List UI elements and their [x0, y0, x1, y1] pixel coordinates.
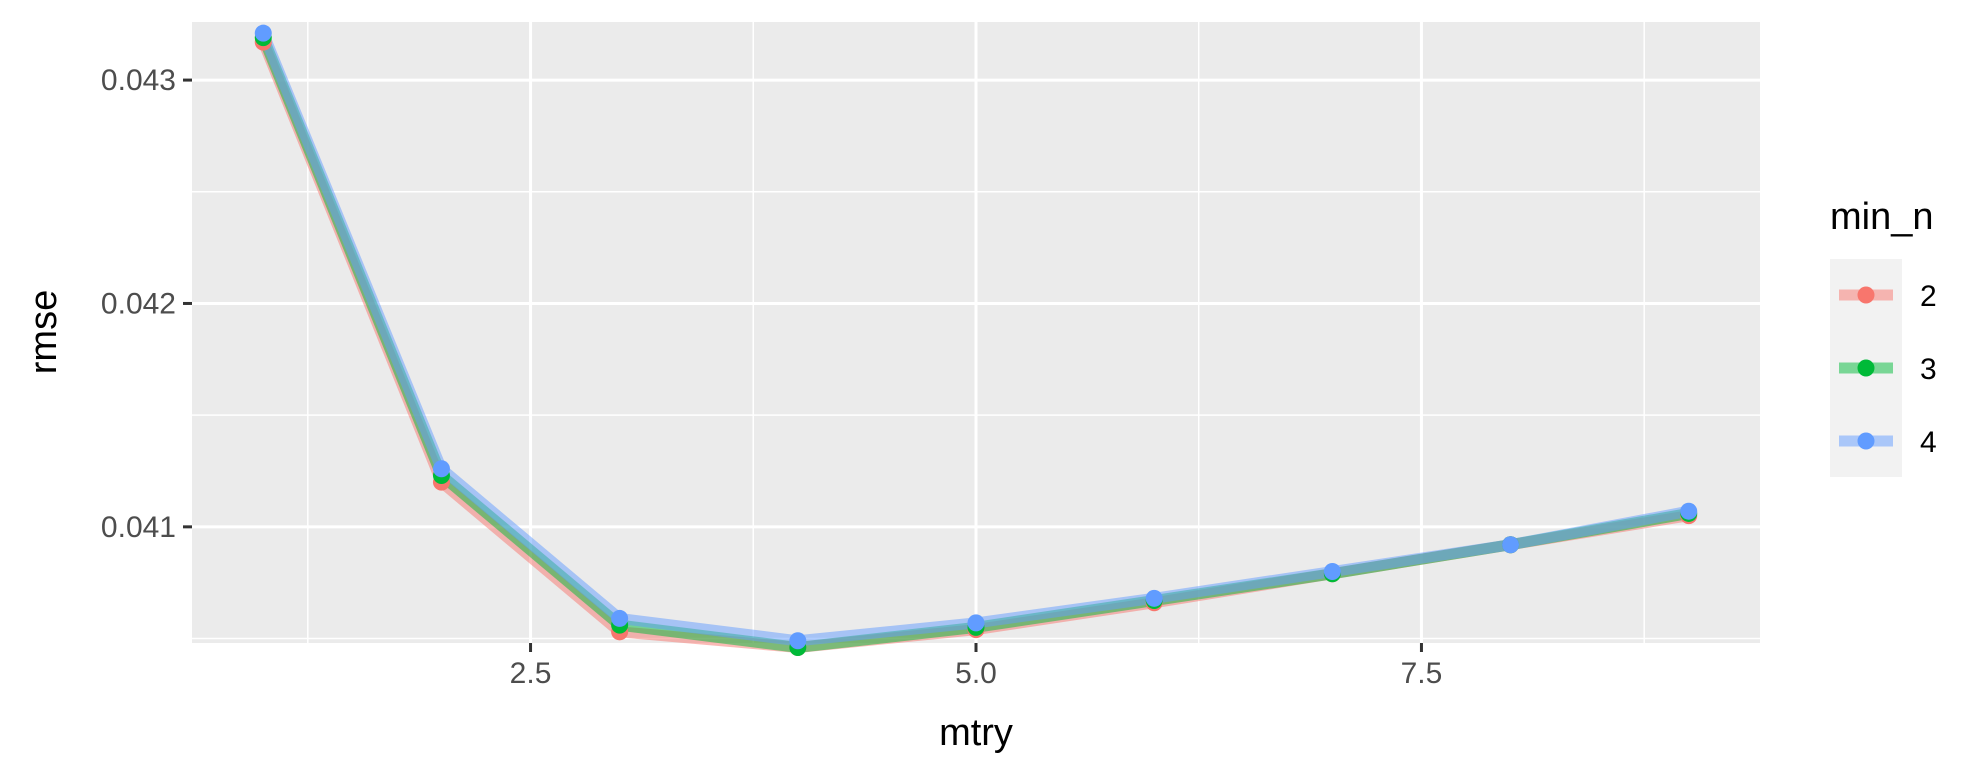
- legend-key-point-2: [1857, 286, 1875, 304]
- tick-labels: 2.5 5.0 7.5 0.041 0.042 0.043: [101, 64, 1442, 690]
- legend-items: 2 3 4: [1839, 280, 1937, 459]
- legend-label-4: 4: [1920, 426, 1937, 459]
- data-point-4: [1145, 589, 1163, 607]
- data-point-4: [432, 460, 450, 478]
- y-tick-label: 0.043: [101, 64, 176, 97]
- x-tick-label: 7.5: [1401, 657, 1443, 690]
- x-tick-label: 2.5: [510, 657, 552, 690]
- legend-key-point-3: [1857, 359, 1875, 377]
- y-axis-title: rmse: [23, 290, 65, 374]
- legend-title: min_n: [1830, 196, 1934, 238]
- legend: min_n 2 3 4: [1830, 196, 1937, 477]
- data-point-4: [789, 632, 807, 650]
- axis-ticks: [183, 78, 1423, 652]
- data-point-4: [254, 24, 272, 42]
- series-layer: [254, 24, 1698, 656]
- data-point-4: [967, 614, 985, 632]
- legend-label-2: 2: [1920, 280, 1937, 313]
- major-gridlines: [192, 22, 1760, 643]
- legend-key-point-4: [1857, 432, 1875, 450]
- y-tick-label: 0.041: [101, 511, 176, 544]
- data-point-4: [1680, 502, 1698, 520]
- x-tick-label: 5.0: [955, 657, 997, 690]
- y-tick-label: 0.042: [101, 287, 176, 320]
- x-axis-title: mtry: [939, 712, 1013, 754]
- data-point-4: [1502, 536, 1520, 554]
- data-point-4: [1323, 563, 1341, 581]
- legend-label-3: 3: [1920, 353, 1937, 386]
- data-point-4: [611, 609, 629, 627]
